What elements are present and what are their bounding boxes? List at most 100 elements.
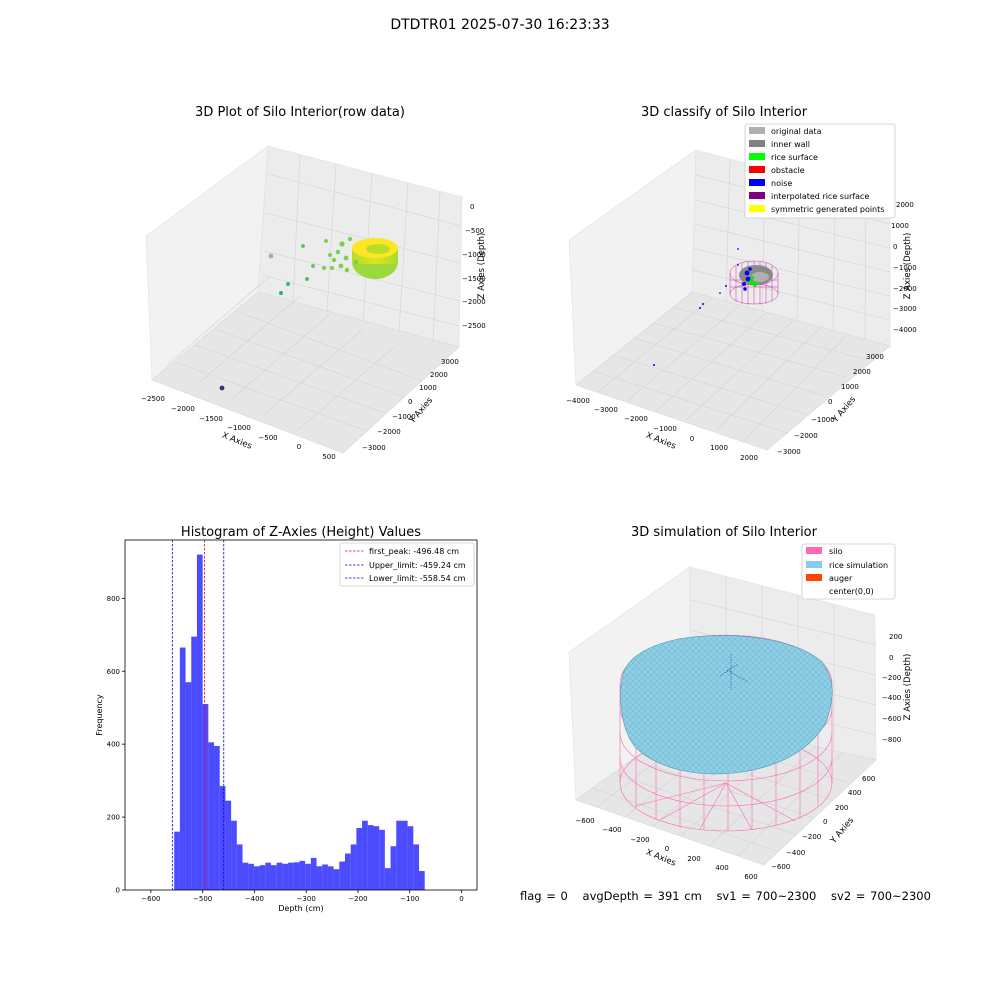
legend-swatch bbox=[749, 166, 765, 173]
y-tick: 2000 bbox=[430, 371, 448, 379]
panel-title: Histogram of Z-Axies (Height) Values bbox=[181, 525, 421, 540]
y-tick-label: 400 bbox=[107, 741, 120, 749]
y-tick: 600 bbox=[862, 775, 875, 783]
histogram-bar bbox=[345, 853, 351, 890]
histogram-bar bbox=[259, 865, 266, 890]
z-tick: −3000 bbox=[893, 305, 917, 313]
histogram-bar bbox=[225, 800, 232, 890]
x-tick: 0 bbox=[690, 435, 694, 443]
x-tick-labels: −600 −400 −200 0 200 400 600 bbox=[575, 817, 757, 881]
panel-raw-3d: 3D Plot of Silo Interior(row data) bbox=[141, 105, 487, 461]
x-tick: −1000 bbox=[227, 424, 251, 432]
y-tick: 0 bbox=[823, 818, 827, 826]
z-tick: 0 bbox=[470, 203, 474, 211]
z-tick-labels: 2000 1000 0 −1000 −2000 −3000 −4000 bbox=[891, 201, 917, 334]
legend-label: center(0,0) bbox=[829, 587, 874, 596]
rice-surface bbox=[751, 272, 769, 282]
x-tick-label: −500 bbox=[193, 895, 212, 903]
z-tick: 200 bbox=[889, 633, 902, 641]
histogram-bar bbox=[310, 857, 317, 890]
histogram-bar bbox=[327, 866, 334, 890]
z-tick: 0 bbox=[893, 243, 897, 251]
histogram-bar bbox=[288, 862, 294, 890]
y-tick: −2000 bbox=[794, 432, 818, 440]
histogram-bar bbox=[265, 862, 271, 890]
histogram-bar bbox=[231, 820, 237, 890]
z-tick: −600 bbox=[882, 715, 901, 723]
z-tick: −2000 bbox=[462, 298, 486, 306]
z-tick: −2000 bbox=[893, 285, 917, 293]
z-tick: −800 bbox=[882, 736, 901, 744]
panel-title: 3D classify of Silo Interior bbox=[641, 105, 808, 120]
histogram-bar bbox=[339, 861, 345, 890]
y-tick: −400 bbox=[786, 849, 805, 857]
legend-label: symmetric generated points bbox=[771, 205, 884, 214]
histogram-bar bbox=[316, 866, 323, 890]
histogram-bar bbox=[293, 862, 300, 890]
x-tick: −3000 bbox=[594, 406, 618, 414]
legend-frame bbox=[744, 123, 896, 219]
legend-swatch bbox=[806, 547, 822, 554]
histogram-bar bbox=[253, 866, 260, 890]
histogram-bar bbox=[413, 844, 420, 890]
z-tick: −1000 bbox=[462, 251, 486, 259]
y-tick: −1000 bbox=[392, 413, 416, 421]
y-axis-label: Y Axies bbox=[828, 815, 856, 846]
panel-title: 3D Plot of Silo Interior(row data) bbox=[195, 105, 405, 120]
y-tick: −3000 bbox=[362, 444, 386, 452]
y-tick: −3000 bbox=[777, 448, 801, 456]
y-tick-labels: −3000 −2000 −1000 0 1000 2000 3000 bbox=[777, 353, 884, 456]
histogram-bar bbox=[396, 820, 402, 890]
x-tick: −600 bbox=[575, 817, 594, 825]
histogram-bar bbox=[196, 554, 203, 890]
histogram-bar bbox=[379, 829, 385, 890]
legend-label: Lower_limit: -558.54 cm bbox=[369, 574, 466, 583]
x-tick: −1500 bbox=[199, 415, 223, 423]
y-tick: −1000 bbox=[811, 416, 835, 424]
sv2-value: sv2 = 700~2300 bbox=[831, 889, 931, 903]
histogram-bar bbox=[356, 828, 363, 890]
y-axis-label: Frequency bbox=[95, 694, 104, 736]
x-tick-labels: −2500 −2000 −1500 −1000 −500 0 500 bbox=[141, 395, 336, 461]
histogram-bar bbox=[174, 831, 180, 890]
plot-frame bbox=[124, 539, 478, 891]
histogram-bar bbox=[219, 786, 226, 890]
auger-lines bbox=[719, 654, 749, 690]
histogram-bar bbox=[367, 825, 374, 890]
z-axis-label: Z Axies (Depth) bbox=[903, 654, 913, 721]
legend-label: silo bbox=[829, 547, 843, 556]
legend-label: noise bbox=[771, 179, 792, 188]
y-ticks: 0 200 400 600 800 bbox=[107, 595, 125, 895]
z-tick: 1000 bbox=[891, 222, 909, 230]
legend-swatch bbox=[749, 140, 765, 147]
histogram-bar bbox=[270, 865, 277, 890]
z-tick: −1000 bbox=[893, 264, 917, 272]
figure-title: DTDTR01 2025-07-30 16:23:33 bbox=[390, 17, 610, 33]
histogram-bar bbox=[401, 820, 408, 890]
y-tick-labels: −600 −400 −200 0 200 400 600 bbox=[771, 775, 875, 871]
legend-label: original data bbox=[771, 127, 822, 136]
histogram-bar bbox=[333, 869, 340, 890]
z-tick: −200 bbox=[882, 674, 901, 682]
y-tick: 3000 bbox=[866, 353, 884, 361]
x-tick: −1000 bbox=[653, 425, 677, 433]
x-tick: 1000 bbox=[710, 444, 728, 452]
x-tick: 200 bbox=[687, 855, 700, 863]
x-axis-label: X Axies bbox=[644, 848, 677, 869]
z-tick: −500 bbox=[465, 227, 484, 235]
z-tick: −400 bbox=[882, 694, 901, 702]
legend-swatch bbox=[749, 153, 765, 160]
x-tick-label: −600 bbox=[141, 895, 160, 903]
limit-lines bbox=[171, 540, 225, 890]
x-tick: 400 bbox=[715, 864, 728, 872]
x-axis-label: X Axies bbox=[644, 431, 677, 452]
histogram-bar bbox=[407, 826, 414, 890]
histogram-bar bbox=[185, 682, 192, 890]
histogram-bar bbox=[282, 863, 289, 890]
x-tick-label: −400 bbox=[245, 895, 264, 903]
histogram-bar bbox=[419, 871, 425, 890]
histogram-bar bbox=[299, 860, 306, 890]
panel-histogram: Histogram of Z-Axies (Height) Values −60… bbox=[95, 525, 478, 913]
y-tick: 200 bbox=[835, 804, 848, 812]
z-tick: 0 bbox=[889, 654, 893, 662]
